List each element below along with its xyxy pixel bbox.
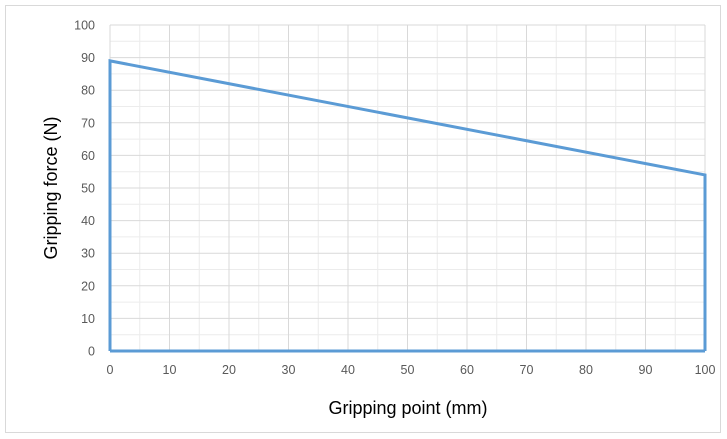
- chart-frame: [5, 5, 721, 433]
- y-tick-labels: 0 10 20 30 40 50 60 70 80 90 100: [74, 19, 95, 359]
- x-tick-label: 100: [695, 363, 716, 377]
- y-tick-label: 70: [81, 116, 95, 130]
- x-tick-label: 80: [579, 363, 593, 377]
- series-layer: [108, 59, 707, 353]
- x-tick-label: 70: [520, 363, 534, 377]
- y-axis-title: Gripping force (N): [41, 116, 61, 259]
- y-tick-label: 30: [81, 247, 95, 261]
- y-tick-label: 90: [81, 51, 95, 65]
- y-tick-label: 60: [81, 149, 95, 163]
- y-tick-label: 40: [81, 214, 95, 228]
- y-tick-label: 80: [81, 84, 95, 98]
- x-tick-label: 40: [341, 363, 355, 377]
- y-tick-label: 50: [81, 182, 95, 196]
- y-tick-label: 0: [88, 345, 95, 359]
- y-tick-label: 100: [74, 19, 95, 33]
- x-tick-labels: 0 10 20 30 40 50 60 70 80 90 100: [107, 363, 716, 377]
- x-tick-label: 20: [222, 363, 236, 377]
- x-tick-label: 60: [460, 363, 474, 377]
- series-line: [108, 59, 707, 351]
- x-tick-label: 50: [401, 363, 415, 377]
- y-tick-label: 10: [81, 312, 95, 326]
- x-tick-label: 30: [282, 363, 296, 377]
- x-tick-label: 90: [639, 363, 653, 377]
- x-tick-label: 10: [163, 363, 177, 377]
- y-tick-label: 20: [81, 279, 95, 293]
- x-axis-title: Gripping point (mm): [328, 398, 487, 418]
- x-tick-label: 0: [107, 363, 114, 377]
